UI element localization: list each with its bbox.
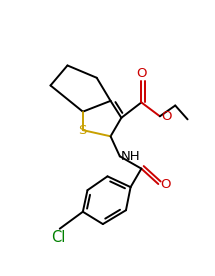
Text: Cl: Cl (51, 230, 65, 245)
Text: O: O (161, 110, 172, 123)
Text: O: O (136, 67, 147, 80)
Text: S: S (78, 124, 86, 137)
Text: O: O (160, 177, 170, 190)
Text: NH: NH (121, 150, 140, 163)
